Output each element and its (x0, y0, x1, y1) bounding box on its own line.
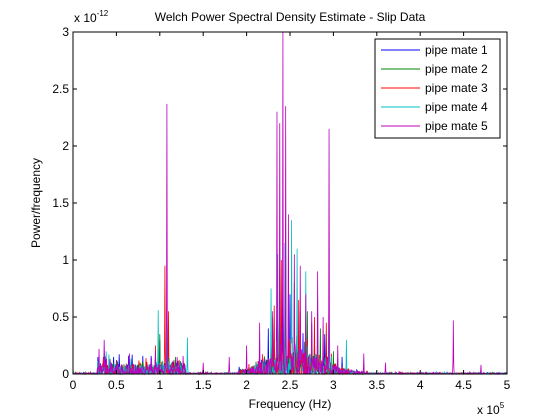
x-tick-label-8: 4 (417, 378, 424, 392)
y-axis-label: Power/frequency (29, 158, 43, 248)
legend: pipe mate 1 pipe mate 2 pipe mate 3 pipe ma… (374, 38, 501, 139)
x-exponent-power: 5 (500, 401, 505, 410)
svg-text:x 105: x 105 (477, 401, 505, 417)
x-tick-label-2: 1 (156, 378, 163, 392)
legend-label-5: pipe mate 5 (425, 119, 488, 133)
y-tick-label-3: 1.5 (52, 196, 69, 210)
y-tick-label-5: 2.5 (52, 82, 69, 96)
x-exponent-label: x 105 (477, 401, 505, 417)
x-exponent-base: x 10 (477, 403, 500, 417)
x-tick-label-5: 2.5 (282, 378, 299, 392)
y-tick-label-4: 2 (62, 139, 69, 153)
x-tick-label-10: 5 (504, 378, 511, 392)
y-exponent-base: x 10 (74, 11, 97, 25)
series-line-5 (72, 31, 508, 376)
x-tick-label-6: 3 (330, 378, 337, 392)
x-tick-label-7: 3.5 (368, 378, 385, 392)
legend-label-2: pipe mate 2 (425, 62, 488, 76)
x-tick-label-1: 0.5 (108, 378, 125, 392)
x-tick-label-0: 0 (70, 378, 77, 392)
x-tick-label-4: 2 (243, 378, 250, 392)
y-tick-label-0: 0 (62, 367, 69, 381)
ticks-layer: 0 0.5 1 1.5 2 2.5 3 3.5 4 4.5 5 0 0.5 1 1.5 2 2.5 3 (52, 25, 510, 392)
legend-label-3: pipe mate 3 (425, 81, 488, 95)
legend-label-1: pipe mate 1 (425, 43, 488, 57)
y-tick-label-1: 0.5 (52, 310, 69, 324)
x-axis-label: Frequency (Hz) (249, 397, 332, 411)
y-exponent-label: x 10-12 (74, 9, 109, 25)
legend-label-4: pipe mate 4 (425, 100, 488, 114)
svg-text:x 10-12: x 10-12 (74, 9, 109, 25)
y-tick-label-2: 1 (62, 253, 69, 267)
x-tick-label-3: 1.5 (195, 378, 212, 392)
x-tick-label-9: 4.5 (455, 378, 472, 392)
y-tick-label-6: 3 (62, 25, 69, 39)
chart-title: Welch Power Spectral Density Estimate - … (155, 10, 426, 24)
y-exponent-power: -12 (97, 9, 109, 18)
legend-items: pipe mate 1 pipe mate 2 pipe mate 3 pipe ma… (381, 43, 488, 133)
